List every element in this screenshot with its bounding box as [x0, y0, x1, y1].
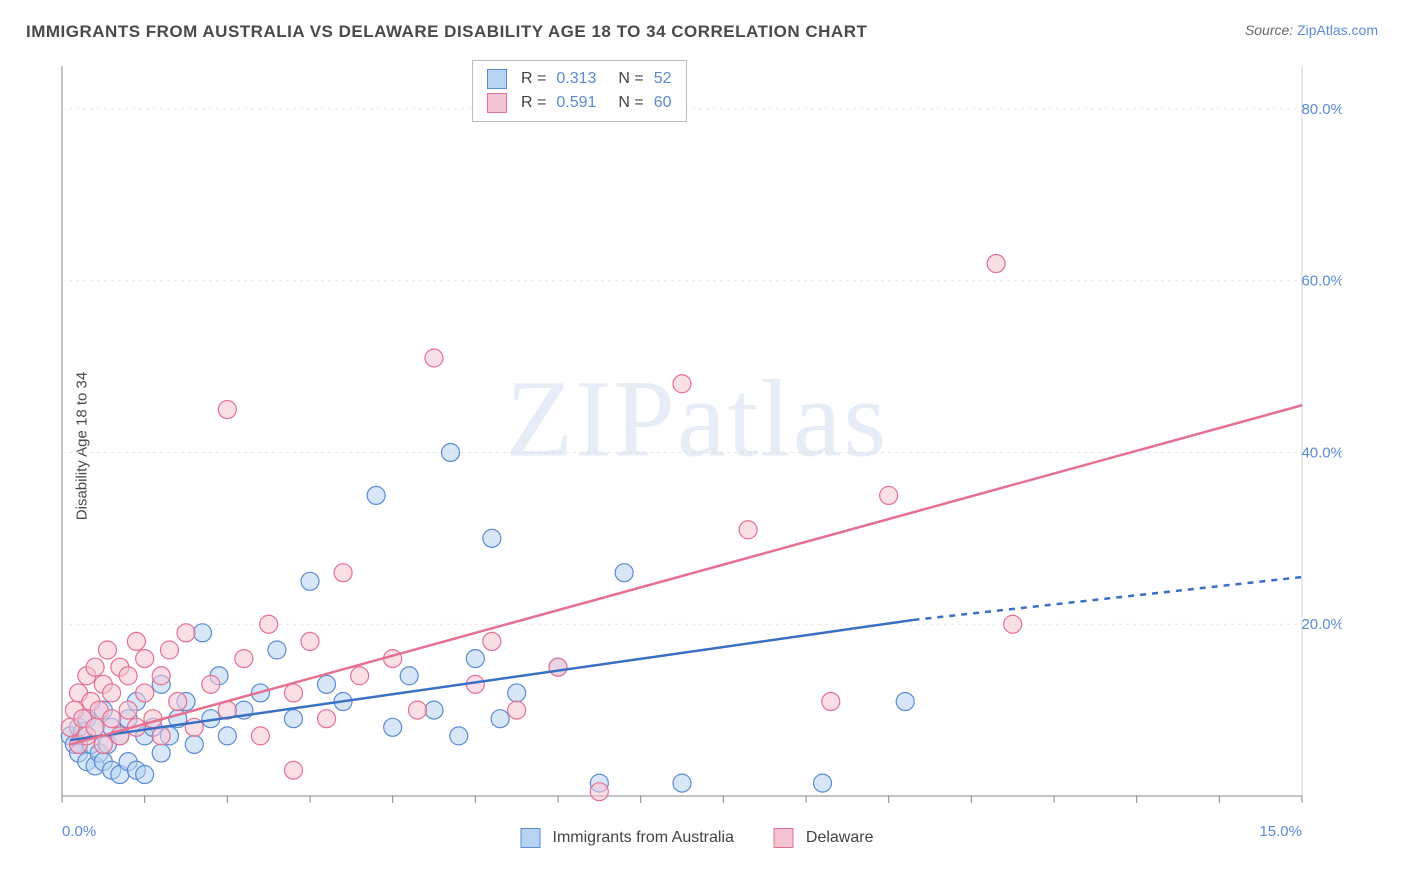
source-value: ZipAtlas.com — [1297, 22, 1378, 38]
data-point — [425, 701, 443, 719]
chart-title: IMMIGRANTS FROM AUSTRALIA VS DELAWARE DI… — [26, 22, 867, 42]
data-point — [987, 255, 1005, 273]
data-point — [318, 675, 336, 693]
data-point — [86, 718, 104, 736]
chart-plot-area: ZIPatlas 20.0%40.0%60.0%80.0%0.0%15.0% R… — [52, 56, 1342, 846]
data-point — [103, 710, 121, 728]
stat-r-label: R = — [521, 70, 546, 88]
data-point — [351, 667, 369, 685]
data-point — [442, 443, 460, 461]
data-point — [673, 774, 691, 792]
data-point — [739, 521, 757, 539]
legend-item: Delaware — [774, 828, 874, 848]
data-point — [98, 641, 116, 659]
data-point — [334, 564, 352, 582]
data-point — [483, 632, 501, 650]
y-tick-label: 20.0% — [1301, 616, 1342, 633]
data-point — [260, 615, 278, 633]
data-point — [268, 641, 286, 659]
trend-line — [70, 405, 1302, 744]
data-point — [450, 727, 468, 745]
stats-row: R = 0.591 N = 60 — [487, 91, 672, 115]
data-point — [218, 401, 236, 419]
y-tick-label: 40.0% — [1301, 444, 1342, 461]
data-point — [185, 735, 203, 753]
data-point — [673, 375, 691, 393]
data-point — [400, 667, 418, 685]
data-point — [194, 624, 212, 642]
data-point — [896, 693, 914, 711]
data-point — [491, 710, 509, 728]
stats-legend-box: R = 0.313 N = 52 R = 0.591 N = 60 — [472, 60, 687, 122]
data-point — [814, 774, 832, 792]
data-point — [615, 564, 633, 582]
data-point — [136, 650, 154, 668]
legend-label: Immigrants from Australia — [553, 829, 734, 847]
data-point — [384, 718, 402, 736]
data-point — [284, 710, 302, 728]
legend-swatch — [487, 69, 507, 89]
data-point — [136, 766, 154, 784]
legend-label: Delaware — [806, 829, 874, 847]
legend-swatch — [521, 828, 541, 848]
chart-svg: 20.0% 40.0% 60.0% 80.0% 0.0% 15.0% — [52, 56, 1342, 846]
data-point — [251, 727, 269, 745]
data-point — [177, 624, 195, 642]
data-point — [235, 650, 253, 668]
data-point — [549, 658, 567, 676]
data-point — [318, 710, 336, 728]
trend-line-extrapolated — [913, 577, 1302, 620]
data-point — [160, 641, 178, 659]
data-point — [127, 632, 145, 650]
data-point — [590, 783, 608, 801]
stat-r-value: 0.313 — [556, 70, 596, 88]
legend-swatch — [487, 93, 507, 113]
stat-r-value: 0.591 — [556, 94, 596, 112]
source-attribution: Source: ZipAtlas.com — [1245, 22, 1378, 38]
data-point — [152, 727, 170, 745]
data-point — [822, 693, 840, 711]
data-point — [408, 701, 426, 719]
data-point — [103, 684, 121, 702]
data-point — [152, 744, 170, 762]
data-point — [483, 529, 501, 547]
data-point — [218, 727, 236, 745]
data-point — [466, 650, 484, 668]
stat-n-label: N = — [618, 70, 643, 88]
data-point — [1004, 615, 1022, 633]
y-tick-label: 80.0% — [1301, 101, 1342, 118]
data-point — [301, 632, 319, 650]
data-point — [301, 572, 319, 590]
data-point — [508, 684, 526, 702]
stat-r-label: R = — [521, 94, 546, 112]
data-point — [152, 667, 170, 685]
data-point — [86, 658, 104, 676]
data-point — [169, 693, 187, 711]
data-point — [119, 667, 137, 685]
legend-swatch — [774, 828, 794, 848]
source-label: Source: — [1245, 22, 1293, 38]
data-point — [508, 701, 526, 719]
x-tick-label: 0.0% — [62, 823, 96, 840]
y-tick-label: 60.0% — [1301, 273, 1342, 290]
data-point — [284, 761, 302, 779]
stats-row: R = 0.313 N = 52 — [487, 67, 672, 91]
data-point — [202, 675, 220, 693]
data-point — [119, 701, 137, 719]
data-point — [284, 684, 302, 702]
stat-n-label: N = — [618, 94, 643, 112]
stat-n-value: 60 — [654, 94, 672, 112]
legend-item: Immigrants from Australia — [521, 828, 734, 848]
stat-n-value: 52 — [654, 70, 672, 88]
data-point — [425, 349, 443, 367]
x-tick-label: 15.0% — [1259, 823, 1302, 840]
data-point — [367, 486, 385, 504]
bottom-legend: Immigrants from Australia Delaware — [521, 828, 874, 848]
data-point — [880, 486, 898, 504]
data-point — [136, 684, 154, 702]
